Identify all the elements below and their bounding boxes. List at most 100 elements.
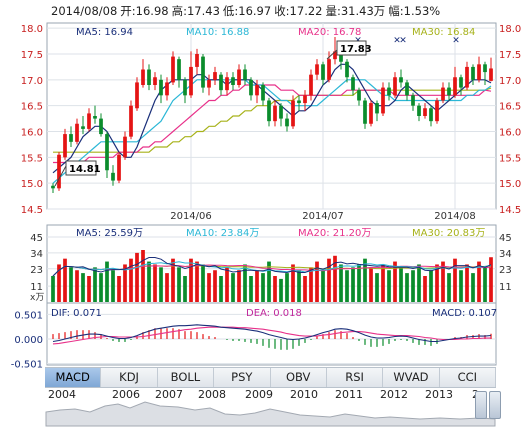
- event-marker: ✕: [452, 36, 460, 46]
- price-tick-left: 17.0: [21, 76, 43, 87]
- navigator-right-handle[interactable]: [489, 391, 501, 419]
- volume-bar: [231, 273, 235, 302]
- volume-bar: [399, 267, 403, 302]
- navigator-left-handle[interactable]: [475, 391, 487, 419]
- candle-body: [75, 123, 79, 142]
- date-tick: 2014/07: [302, 211, 344, 222]
- macd-legend-macd: MACD: 0.107: [432, 308, 497, 319]
- date-tick: 2014/08: [434, 211, 476, 222]
- candle-body: [357, 90, 361, 101]
- candle-body: [381, 87, 385, 114]
- event-marker: ✕: [393, 36, 401, 46]
- candle-body: [459, 77, 463, 88]
- volume-bar: [375, 273, 379, 302]
- macd-axis-labels: 0.501 0.000 -0.501: [11, 310, 43, 370]
- candle-body: [237, 69, 241, 85]
- candle-body: [135, 82, 139, 109]
- candle-body: [63, 134, 67, 158]
- volume-tick-left: 23: [30, 265, 43, 276]
- volume-bar: [183, 276, 187, 302]
- volume-bar: [483, 267, 487, 302]
- candle-body: [399, 77, 403, 83]
- candle-body: [393, 77, 397, 96]
- legend-ma10: MA10: 16.88: [186, 27, 249, 38]
- candle-body: [195, 54, 199, 67]
- volume-bar: [249, 276, 253, 302]
- volume-bar: [303, 276, 307, 302]
- candle-body: [99, 118, 103, 135]
- volume-bar: [267, 261, 271, 302]
- macd-panel: [46, 302, 497, 366]
- candle-body: [105, 134, 109, 171]
- volume-bar: [255, 270, 259, 302]
- volume-unit: x万: [30, 293, 44, 303]
- price-tick-left: 15.5: [21, 153, 43, 164]
- candle-body: [177, 59, 181, 80]
- high-label-box: [336, 40, 367, 56]
- volume-bar: [123, 264, 127, 302]
- volume-ma-lines: [52, 257, 492, 277]
- volume-bar: [453, 258, 457, 302]
- vol-legend-ma10: MA10: 23.84万: [186, 228, 259, 239]
- tab-macd[interactable]: MACD: [45, 368, 102, 387]
- candle-body: [423, 108, 427, 116]
- year-label: 2006: [112, 388, 140, 401]
- candle-body: [333, 51, 337, 60]
- tab-kdj[interactable]: KDJ: [101, 368, 158, 387]
- candle-body: [453, 77, 457, 96]
- candle-body: [249, 79, 253, 96]
- volume-bar: [69, 267, 73, 302]
- candle-body: [219, 74, 223, 91]
- candle-body: [51, 185, 55, 189]
- tab-cci[interactable]: CCI: [440, 368, 496, 387]
- volume-bar: [315, 261, 319, 302]
- candle-body: [69, 134, 73, 142]
- volume-bar: [51, 276, 55, 302]
- volume-bar: [369, 267, 373, 302]
- volume-bar: [309, 267, 313, 302]
- volume-bar: [57, 264, 61, 302]
- candle-body: [489, 68, 493, 81]
- volume-tick-right: 23: [499, 265, 512, 276]
- price-axis-labels: 14.5 14.5 15.0 15.0 15.5 15.5 16.0 16.0 16.5 16.5…: [21, 24, 522, 216]
- volume-tick-left: 11: [30, 282, 43, 293]
- tab-rsi[interactable]: RSI: [327, 368, 384, 387]
- candle-body: [405, 82, 409, 96]
- candle-body: [93, 116, 97, 119]
- candle-body: [171, 56, 175, 83]
- volume-axis-labels: 11 11 23 23 34 34 45 45: [30, 233, 511, 293]
- volume-bar: [441, 261, 445, 302]
- vol-legend-ma20: MA20: 21.20万: [298, 228, 371, 239]
- volume-bar: [111, 270, 115, 302]
- price-tick-left: 18.0: [21, 24, 43, 35]
- candle-body: [153, 77, 157, 85]
- price-tick-left: 16.5: [21, 102, 43, 113]
- volume-bar: [219, 276, 223, 302]
- price-tick-left: 16.0: [21, 128, 43, 139]
- volume-bar: [261, 273, 265, 302]
- volume-bar: [477, 261, 481, 302]
- navigator-years: 2004 2006 2007 2008 2009 2010 2011 2012 …: [45, 388, 496, 401]
- candle-body: [159, 79, 163, 96]
- volume-bar: [423, 276, 427, 302]
- volume-bar: [117, 276, 121, 302]
- candle-body: [429, 108, 433, 122]
- volume-tick-right: 11: [499, 282, 512, 293]
- tab-obv[interactable]: OBV: [271, 368, 327, 387]
- volume-bar: [411, 270, 415, 302]
- vol-legend-ma30: MA30: 20.83万: [412, 228, 485, 239]
- volume-bar: [225, 267, 229, 302]
- volume-bar: [75, 270, 79, 302]
- volume-bar: [159, 267, 163, 302]
- candle-body: [183, 79, 187, 96]
- candle-body: [447, 87, 451, 96]
- tab-boll[interactable]: BOLL: [158, 368, 215, 387]
- candle-body: [291, 100, 295, 127]
- candle-body: [207, 79, 211, 88]
- year-label: 2012: [380, 388, 408, 401]
- candle-body: [315, 64, 319, 75]
- tab-wvad[interactable]: WVAD: [383, 368, 440, 387]
- tab-psy[interactable]: PSY: [214, 368, 271, 387]
- volume-bar: [429, 270, 433, 302]
- volume-bar: [81, 273, 85, 302]
